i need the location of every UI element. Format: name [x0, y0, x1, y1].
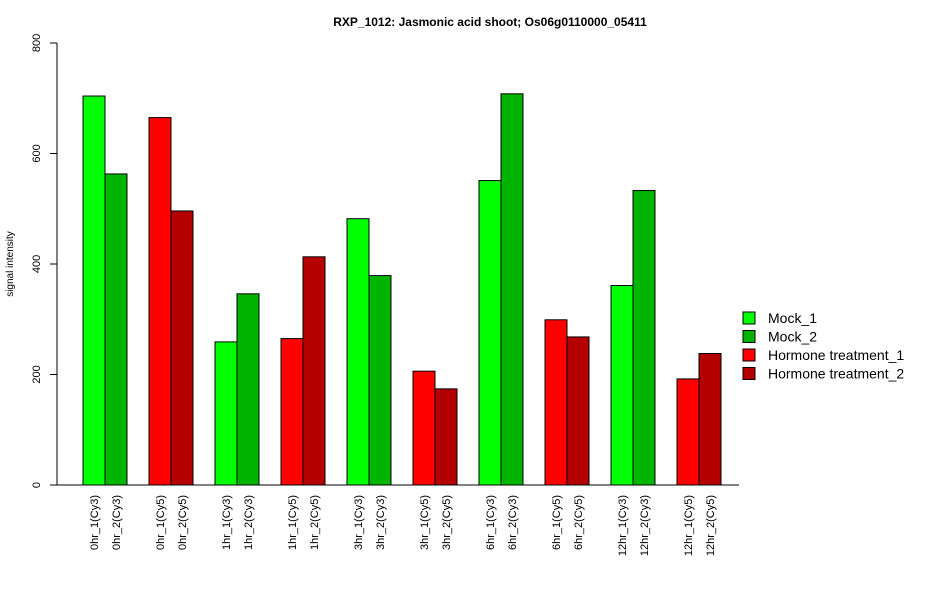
legend-label: Mock_1 — [768, 310, 817, 326]
bar — [566, 336, 590, 486]
x-tick-label: 1hr_2(Cy5) — [309, 495, 321, 550]
y-tick-label: 400 — [31, 255, 43, 273]
bar — [676, 378, 700, 486]
legend-swatch — [742, 348, 756, 362]
x-tick-label: 1hr_1(Cy3) — [221, 495, 233, 550]
legend-swatch — [742, 311, 756, 325]
y-tick-label: 0 — [31, 482, 43, 488]
bar — [544, 319, 568, 486]
x-tick-label: 12hr_2(Cy3) — [639, 495, 651, 556]
bar — [500, 93, 524, 486]
bar — [82, 95, 106, 486]
bar — [148, 117, 172, 486]
legend-swatch — [742, 330, 756, 343]
x-tick-label: 0hr_2(Cy5) — [177, 495, 189, 550]
x-tick-label: 6hr_2(Cy3) — [507, 495, 519, 550]
legend-label: Mock_2 — [768, 329, 817, 345]
y-tick-label: 200 — [31, 365, 43, 383]
y-axis-label: signal intensity — [5, 231, 16, 297]
legend: Mock_1 Mock_2 Hormone treatment_1 Hormone t… — [742, 310, 904, 382]
bar — [280, 338, 304, 486]
bar — [302, 256, 326, 486]
legend-label: Hormone treatment_2 — [768, 366, 904, 382]
x-tick-label: 6hr_2(Cy5) — [573, 495, 585, 550]
x-tick-label: 3hr_1(Cy5) — [419, 495, 431, 550]
bar — [434, 388, 458, 486]
y-axis: 0 200 400 600 800 — [31, 34, 58, 488]
y-tick-label: 600 — [31, 144, 43, 162]
legend-swatch — [742, 367, 756, 380]
bar — [170, 210, 194, 486]
x-tick-label: 3hr_2(Cy3) — [375, 495, 387, 550]
x-tick-label: 12hr_1(Cy5) — [683, 495, 695, 556]
bar — [632, 190, 656, 486]
x-tick-label: 12hr_1(Cy3) — [617, 495, 629, 556]
x-tick-labels: 0hr_1(Cy3) 0hr_2(Cy3) 0hr_1(Cy5) 0hr_2(Cy5)… — [89, 495, 717, 556]
bar — [368, 275, 392, 486]
x-tick-label: 12hr_2(Cy5) — [705, 495, 717, 556]
x-tick-label: 1hr_2(Cy3) — [243, 495, 255, 550]
bar — [610, 285, 634, 486]
bar — [346, 218, 370, 486]
x-tick-label: 3hr_1(Cy3) — [353, 495, 365, 550]
x-tick-label: 6hr_1(Cy5) — [551, 495, 563, 550]
x-tick-label: 0hr_2(Cy3) — [111, 495, 123, 550]
y-tick-label: 800 — [31, 34, 43, 52]
x-tick-label: 6hr_1(Cy3) — [485, 495, 497, 550]
legend-label: Hormone treatment_1 — [768, 347, 904, 363]
x-tick-label: 0hr_1(Cy3) — [89, 495, 101, 550]
bar — [478, 180, 502, 486]
bars-group — [82, 93, 722, 486]
x-tick-label: 0hr_1(Cy5) — [155, 495, 167, 550]
bar — [698, 353, 722, 486]
x-tick-label: 1hr_1(Cy5) — [287, 495, 299, 550]
bar — [104, 173, 128, 486]
bar — [236, 293, 260, 486]
bar — [214, 341, 238, 486]
x-tick-label: 3hr_2(Cy5) — [441, 495, 453, 550]
bar — [412, 370, 436, 486]
chart-title: RXP_1012: Jasmonic acid shoot; Os06g0110… — [333, 15, 647, 29]
